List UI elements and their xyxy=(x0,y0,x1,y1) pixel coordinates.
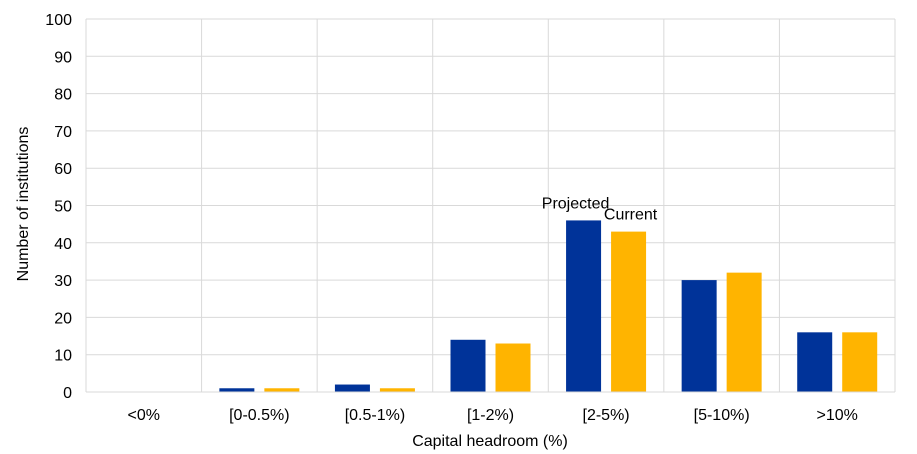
x-tick-label: >10% xyxy=(817,407,858,424)
bar-series-0-6 xyxy=(797,332,833,392)
bar-series-1-4 xyxy=(611,231,647,392)
x-tick-label: [0-0.5%) xyxy=(229,407,289,424)
y-tick-label: 20 xyxy=(54,310,72,327)
annotation-label: Current xyxy=(604,207,658,224)
x-tick-label: [1-2%) xyxy=(467,407,514,424)
bar-series-0-3 xyxy=(450,339,486,392)
y-tick-label: 50 xyxy=(54,199,72,216)
y-tick-label: 70 xyxy=(54,124,72,141)
y-tick-label: 10 xyxy=(54,348,72,365)
bar-series-0-2 xyxy=(334,384,370,392)
x-axis-title: Capital headroom (%) xyxy=(412,433,568,450)
x-tick-label: [0.5-1%) xyxy=(345,407,405,424)
x-tick-label: [2-5%) xyxy=(583,407,630,424)
x-tick-labels: <0% [0-0.5%) [0.5-1%) [1-2%) [2-5%) [5-10%) >1… xyxy=(128,407,858,424)
y-tick-label: 0 xyxy=(63,385,72,402)
grid-lines xyxy=(85,18,896,392)
bar-series-0-1 xyxy=(219,388,255,392)
y-tick-label: 80 xyxy=(54,87,72,104)
y-tick-label: 90 xyxy=(54,49,72,66)
x-tick-label: [5-10%) xyxy=(694,407,750,424)
y-tick-label: 100 xyxy=(45,12,72,29)
y-tick-label: 60 xyxy=(54,161,72,178)
bar-series-1-1 xyxy=(264,388,300,392)
annotation-label: Projected xyxy=(542,195,610,212)
y-tick-label: 40 xyxy=(54,236,72,253)
x-tick-label: <0% xyxy=(128,407,160,424)
bar-series-0-5 xyxy=(681,280,717,392)
y-tick-label: 30 xyxy=(54,273,72,290)
bar-series-1-2 xyxy=(379,388,415,392)
bar-series-1-5 xyxy=(726,272,762,392)
bar-series-0-4 xyxy=(566,220,602,392)
bar-series-1-3 xyxy=(495,343,531,392)
y-axis-title: Number of institutions xyxy=(15,127,32,282)
bar-series-1-6 xyxy=(842,332,878,392)
bars xyxy=(219,220,878,392)
y-tick-labels: 0 10 20 30 40 50 60 70 80 90 100 xyxy=(45,12,72,402)
